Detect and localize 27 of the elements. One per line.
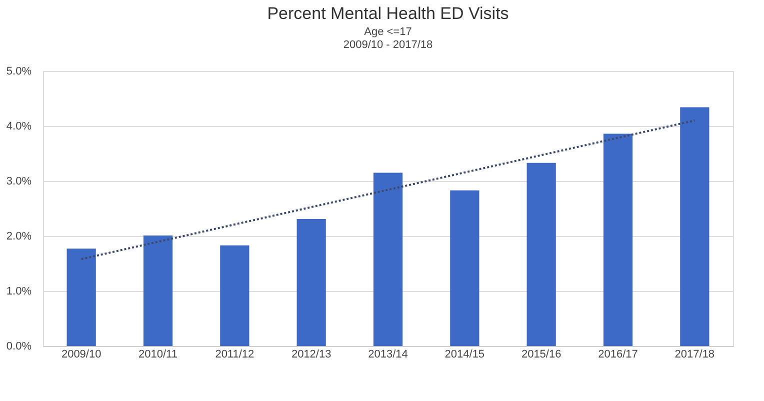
- x-tick-label: 2010/11: [138, 348, 178, 360]
- bar: [680, 107, 710, 346]
- bar: [143, 235, 173, 346]
- y-tick-label: 4.0%: [6, 120, 32, 132]
- chart-title: Percent Mental Health ED Visits: [267, 4, 509, 23]
- bar: [450, 190, 480, 346]
- bar: [220, 245, 250, 346]
- text: Age <=17: [364, 26, 412, 38]
- bar: [526, 162, 556, 346]
- bar: [373, 172, 403, 346]
- y-tick-label: 0.0%: [6, 340, 32, 352]
- y-tick-label: 5.0%: [6, 66, 32, 78]
- text: 2009/10 - 2017/18: [343, 39, 433, 51]
- x-tick-label: 2013/14: [368, 348, 408, 360]
- bar: [603, 134, 633, 346]
- x-tick-label: 2012/13: [291, 348, 332, 360]
- y-tick-label: 3.0%: [6, 176, 32, 188]
- y-tick-label: 2.0%: [6, 230, 32, 242]
- bar: [296, 218, 326, 346]
- x-tick-label: 2015/16: [521, 348, 562, 360]
- x-tick-label: 2009/10: [61, 348, 102, 360]
- bar: [66, 248, 96, 346]
- x-tick-label: 2014/15: [444, 348, 485, 360]
- x-tick-label: 2011/12: [215, 348, 254, 360]
- y-tick-label: 1.0%: [6, 286, 32, 298]
- x-tick-label: 2017/18: [674, 348, 715, 360]
- x-tick-label: 2016/17: [598, 348, 638, 360]
